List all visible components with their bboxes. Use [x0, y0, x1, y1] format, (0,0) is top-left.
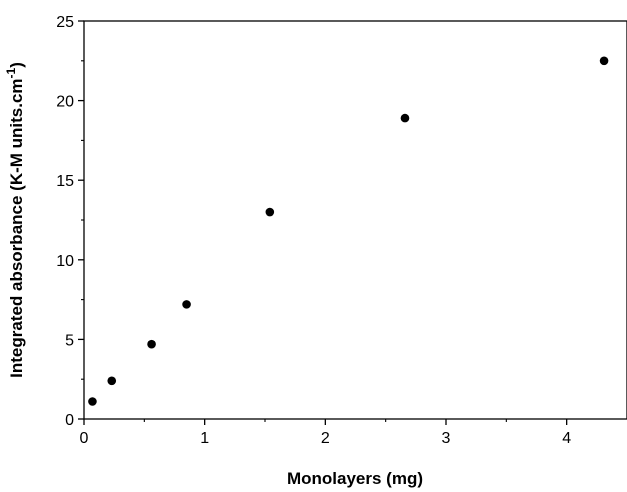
x-tick-label: 2	[321, 430, 330, 447]
data-point	[107, 376, 117, 386]
y-axis-title-main: Integrated absorbance (K-M units.cm	[7, 78, 26, 377]
data-point	[88, 397, 97, 406]
x-tick-label: 3	[442, 430, 451, 447]
y-tick-label: 25	[56, 14, 74, 31]
x-tick-label: 1	[200, 430, 209, 447]
x-axis-title: Monolayers (mg)	[287, 469, 423, 488]
x-tick-label: 0	[80, 430, 89, 447]
y-axis-title-tail: )	[7, 62, 26, 68]
y-tick-label: 10	[56, 253, 74, 270]
y-axis: 0 5 10 15 20 25	[56, 14, 84, 429]
data-point	[182, 300, 191, 309]
plot-frame	[83, 20, 627, 420]
x-axis: 0 1 2 3 4	[80, 419, 571, 447]
y-tick-label: 0	[65, 412, 74, 429]
data-point	[599, 56, 609, 66]
y-tick-label: 20	[56, 94, 74, 111]
y-axis-title: Integrated absorbance (K-M units.cm-1)	[4, 62, 26, 378]
y-tick-label: 15	[56, 173, 74, 190]
x-tick-label: 4	[562, 430, 571, 447]
data-points	[88, 56, 609, 406]
data-point	[147, 339, 156, 349]
y-tick-label: 5	[65, 332, 74, 349]
y-axis-title-superscript: -1	[4, 67, 18, 78]
data-point	[400, 113, 410, 123]
data-point	[265, 207, 275, 217]
